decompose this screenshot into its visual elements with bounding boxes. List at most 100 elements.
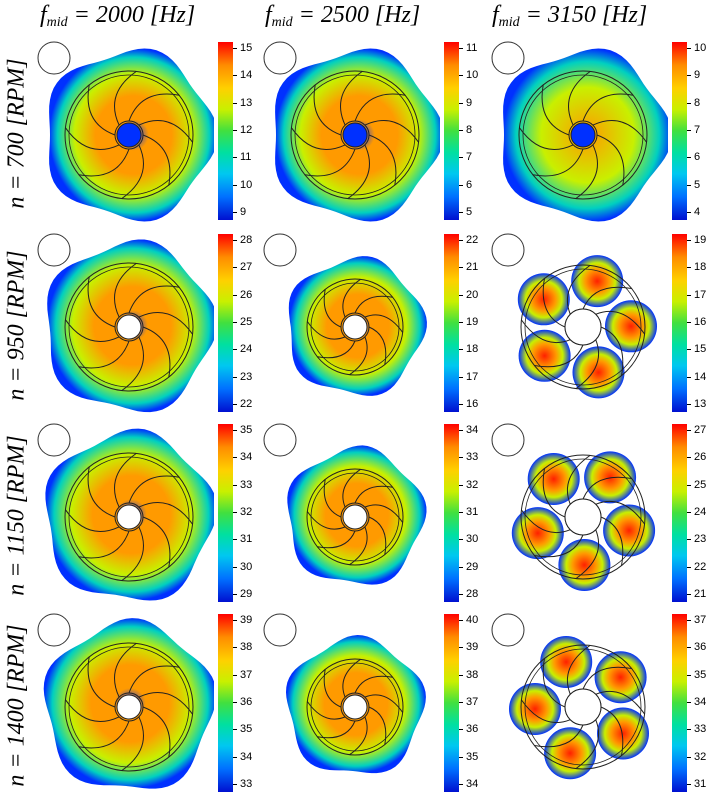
- colorbar-gradient: [218, 42, 233, 220]
- colorbar-tick-label: 22: [686, 560, 707, 573]
- row-header-1400rpm: n = 1400 [RPM]: [3, 623, 30, 787]
- colorbar-tick-label: 32: [458, 478, 479, 491]
- colorbar-tick-label: 31: [458, 506, 479, 518]
- colorbar-tick-label: 11: [232, 151, 252, 164]
- colorbar-tick-label: 19: [458, 316, 479, 328]
- colorbar-tick-label: 24: [232, 343, 253, 356]
- pressure-lobe: [605, 300, 657, 353]
- colorbar-tick-label: 23: [232, 370, 253, 383]
- colorbar-tick-label: 36: [232, 696, 253, 708]
- contour-panel-r2-c1: [36, 230, 214, 416]
- colorbar-r3-c2: 34 33 32 31 30 29 28: [444, 424, 478, 602]
- colorbar-tick-label: 13: [686, 398, 707, 410]
- colorbar-r4-c1: 39 38 37 36 35 34 33: [218, 614, 252, 792]
- colorbar-tick-label: 11: [458, 42, 478, 54]
- colorbar-tick-label: 29: [232, 588, 253, 600]
- pressure-lobe: [558, 539, 611, 591]
- reference-circle: [263, 613, 297, 647]
- pressure-lobe: [597, 707, 649, 760]
- reference-circle: [37, 41, 71, 75]
- contour-panel-r2-c2: [262, 230, 440, 416]
- colorbar-tick-label: 24: [686, 506, 707, 518]
- pressure-lobe: [540, 636, 593, 688]
- colorbar-tick-label: 16: [458, 398, 479, 410]
- colorbar-gradient: [672, 42, 687, 220]
- colorbar-tick-label: 29: [458, 560, 479, 573]
- contour-panel-r1-c1: [36, 38, 214, 224]
- colorbar-tick-label: 33: [458, 451, 479, 464]
- colorbar-tick-label: 16: [686, 316, 707, 328]
- colorbar-tick-label: 6: [458, 178, 473, 191]
- pressure-lobe: [603, 504, 656, 557]
- contour-panel-r3-c3: [490, 420, 668, 606]
- colorbar-r3-c3: 27 26 25 24 23 22 21: [672, 424, 706, 602]
- colorbar-tick-label: 7: [458, 151, 473, 164]
- column-header-2500hz: fmid = 2500 [Hz]: [265, 2, 421, 30]
- colorbar-tick-label: 22: [232, 398, 253, 410]
- colorbar-tick-label: 14: [686, 370, 707, 383]
- pressure-lobe: [518, 329, 571, 382]
- colorbar-gradient: [672, 234, 687, 412]
- pressure-lobe: [571, 255, 624, 308]
- colorbar-tick-label: 10: [458, 69, 479, 82]
- reference-circle: [491, 233, 525, 267]
- colorbar-tick-label: 15: [232, 42, 253, 54]
- colorbar-tick-label: 17: [686, 288, 707, 301]
- colorbar-gradient: [672, 614, 687, 792]
- colorbar-tick-label: 34: [458, 778, 479, 790]
- colorbar-gradient: [218, 424, 233, 602]
- colorbar-tick-label: 34: [458, 424, 479, 436]
- pressure-lobe: [509, 683, 561, 735]
- colorbar-gradient: [444, 234, 459, 412]
- colorbar-tick-label: 27: [232, 261, 253, 274]
- colorbar-tick-label: 30: [232, 560, 253, 573]
- contour-panel-r4-c3: [490, 610, 668, 796]
- colorbar-tick-label: 25: [232, 316, 253, 328]
- colorbar-r1-c3: 10 9 8 7 6 5 4: [672, 42, 706, 220]
- colorbar-tick-label: 38: [458, 668, 479, 681]
- reference-circle: [491, 613, 525, 647]
- colorbar-tick-label: 34: [686, 696, 707, 708]
- colorbar-tick-label: 33: [686, 723, 707, 736]
- pressure-lobe: [594, 651, 647, 704]
- colorbar-tick-label: 35: [686, 668, 707, 681]
- colorbar-tick-label: 37: [232, 668, 253, 681]
- contour-panel-r1-c3: [490, 38, 668, 224]
- reference-circle: [491, 423, 525, 457]
- colorbar-tick-label: 35: [458, 750, 479, 763]
- reference-circle: [491, 41, 525, 75]
- colorbar-r4-c3: 37 36 35 34 33 32 31: [672, 614, 706, 792]
- colorbar-tick-label: 40: [458, 614, 479, 626]
- colorbar-tick-label: 5: [686, 178, 701, 191]
- colorbar-tick-label: 21: [686, 588, 707, 600]
- colorbar-tick-label: 17: [458, 370, 479, 383]
- colorbar-gradient: [444, 614, 459, 792]
- column-header-3150hz: fmid = 3150 [Hz]: [492, 2, 648, 30]
- colorbar-tick-label: 13: [232, 96, 253, 109]
- reference-circle: [37, 423, 71, 457]
- colorbar-tick-label: 26: [686, 451, 707, 464]
- reference-circle: [263, 423, 297, 457]
- colorbar-tick-label: 18: [686, 261, 707, 274]
- contour-panel-r4-c1: [36, 610, 214, 796]
- colorbar-tick-label: 12: [232, 124, 253, 136]
- reference-circle: [37, 233, 71, 267]
- reference-circle: [37, 613, 71, 647]
- colorbar-tick-label: 25: [686, 478, 707, 491]
- colorbar-gradient: [444, 42, 459, 220]
- colorbar-tick-label: 37: [458, 696, 479, 708]
- colorbar-tick-label: 23: [686, 533, 707, 546]
- colorbar-tick-label: 7: [686, 124, 701, 136]
- colorbar-tick-label: 18: [458, 343, 479, 356]
- colorbar-tick-label: 39: [232, 614, 253, 626]
- colorbar-r1-c2: 11 10 9 8 7 6 5: [444, 42, 478, 220]
- reference-circle: [263, 233, 297, 267]
- colorbar-tick-label: 31: [232, 533, 253, 546]
- colorbar-r2-c1: 28 27 26 25 24 23 22: [218, 234, 252, 412]
- colorbar-tick-label: 9: [232, 206, 247, 218]
- colorbar-gradient: [444, 424, 459, 602]
- colorbar-tick-label: 32: [232, 506, 253, 518]
- colorbar-tick-label: 36: [686, 641, 707, 654]
- colorbar-tick-label: 27: [686, 424, 707, 436]
